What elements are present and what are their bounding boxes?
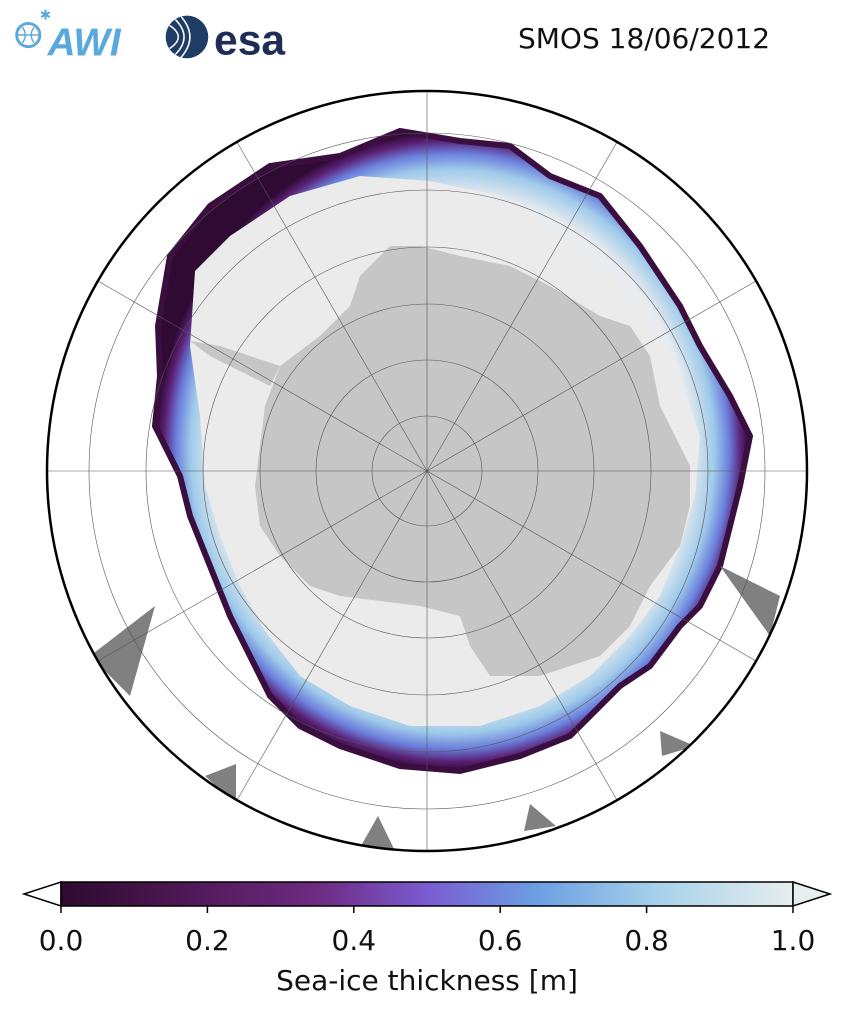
colorbar: 0.0 0.2 0.4 0.6 0.8 1.0 [21, 880, 833, 957]
colorbar-tick-label: 0.8 [624, 924, 669, 957]
nodata-wedge-3 [358, 816, 395, 851]
colorbar-tick-label: 0.0 [39, 924, 84, 957]
esa-globe-icon [165, 15, 209, 59]
map-boundary [45, 89, 809, 853]
esa-logo: esa [165, 15, 285, 64]
colorbar-tick-label: 1.0 [771, 924, 816, 957]
awi-logo-text: AWI [47, 21, 122, 64]
colorbar-extend-low [21, 880, 62, 908]
star-icon: ✱ [40, 8, 51, 24]
nodata-wedge-6 [720, 566, 780, 636]
colorbar-tick-label: 0.4 [332, 924, 377, 957]
awi-logo: ✱ AWI [15, 8, 122, 64]
logos: ✱ AWI esa [15, 8, 285, 64]
colorbar-label: Sea-ice thickness [m] [276, 964, 578, 997]
map-title: SMOS 18/06/2012 [518, 22, 771, 55]
colorbar-extend-high [792, 880, 833, 908]
colorbar-gradient [60, 881, 794, 907]
antarctica-land [255, 246, 690, 676]
nodata-wedge-5 [660, 731, 695, 756]
colorbar-ticks [60, 906, 794, 913]
nodata-wedge-4 [524, 804, 556, 831]
nodata-wedge-1 [90, 606, 155, 696]
antarctic-map [45, 89, 809, 853]
meridians [47, 91, 807, 851]
colorbar-tick-label: 0.2 [185, 924, 230, 957]
antarctic-peninsula [190, 341, 280, 386]
esa-logo-text: esa [214, 16, 285, 64]
colorbar-tick-label: 0.6 [478, 924, 523, 957]
